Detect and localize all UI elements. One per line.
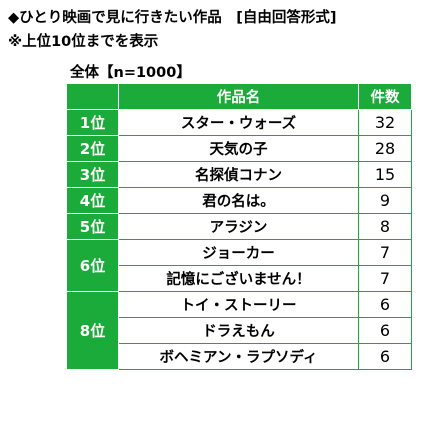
header-count-cell: 件数 xyxy=(358,83,412,110)
count-cell: 28 xyxy=(358,135,412,162)
table-row: 8位 トイ・ストーリー 6 xyxy=(66,291,412,370)
rank-cell: 4位 xyxy=(66,187,119,214)
table-header-row: 作品名 件数 xyxy=(66,83,412,110)
title-cell: 天気の子 xyxy=(118,135,359,162)
page-subtitle: ※上位10位までを表示 xyxy=(8,34,159,50)
count-cell: 7 xyxy=(358,265,412,292)
title-cell: 君の名は。 xyxy=(118,187,359,214)
header-blank-cell xyxy=(66,83,119,110)
count-cell: 8 xyxy=(358,213,412,240)
title-cell: 記憶にございません！ xyxy=(118,265,359,292)
sample-size: 全体【n=1000】 xyxy=(70,65,191,81)
title-cell: ボヘミアン・ラプソディ xyxy=(118,343,359,370)
count-cell: 6 xyxy=(358,317,412,344)
table-row: 1位 スター・ウォーズ 32 xyxy=(66,109,412,136)
rank-cell: 3位 xyxy=(66,161,119,188)
count-cell: 15 xyxy=(358,161,412,188)
rank-cell: 1位 xyxy=(66,109,119,136)
page-title: ◆ひとり映画で見に行きたい作品 [自由回答形式] xyxy=(8,10,337,26)
count-cell: 7 xyxy=(358,239,412,266)
count-cell: 6 xyxy=(358,291,412,318)
table-row: 6位 ジョーカー 7 xyxy=(66,239,412,292)
title-cell: ドラえもん xyxy=(118,317,359,344)
table-row: 5位 アラジン 8 xyxy=(66,213,412,240)
table-row: ドラえもん 6 xyxy=(67,317,412,344)
header-title-cell: 作品名 xyxy=(118,83,359,110)
count-cell: 9 xyxy=(358,187,412,214)
ranking-table: 作品名 件数 1位 スター・ウォーズ 32 2位 天気の子 28 3位 名探偵コ… xyxy=(66,83,412,370)
count-cell: 32 xyxy=(358,109,412,136)
title-cell: 名探偵コナン xyxy=(118,161,359,188)
rank-cell: 5位 xyxy=(66,213,119,240)
title-cell: アラジン xyxy=(118,213,359,240)
table-row: 記憶にございません！ 7 xyxy=(67,265,412,292)
title-cell: スター・ウォーズ xyxy=(118,109,359,136)
rank-cell: 6位 xyxy=(66,239,119,292)
table-row: 4位 君の名は。 9 xyxy=(66,187,412,214)
title-cell: トイ・ストーリー xyxy=(118,291,359,318)
title-cell: ジョーカー xyxy=(118,239,359,266)
rank-cell: 2位 xyxy=(66,135,119,162)
table-row: 3位 名探偵コナン 15 xyxy=(66,161,412,188)
rank-cell: 8位 xyxy=(66,291,119,370)
table-row: 2位 天気の子 28 xyxy=(66,135,412,162)
table-row: ボヘミアン・ラプソディ 6 xyxy=(67,343,412,370)
count-cell: 6 xyxy=(358,343,412,370)
